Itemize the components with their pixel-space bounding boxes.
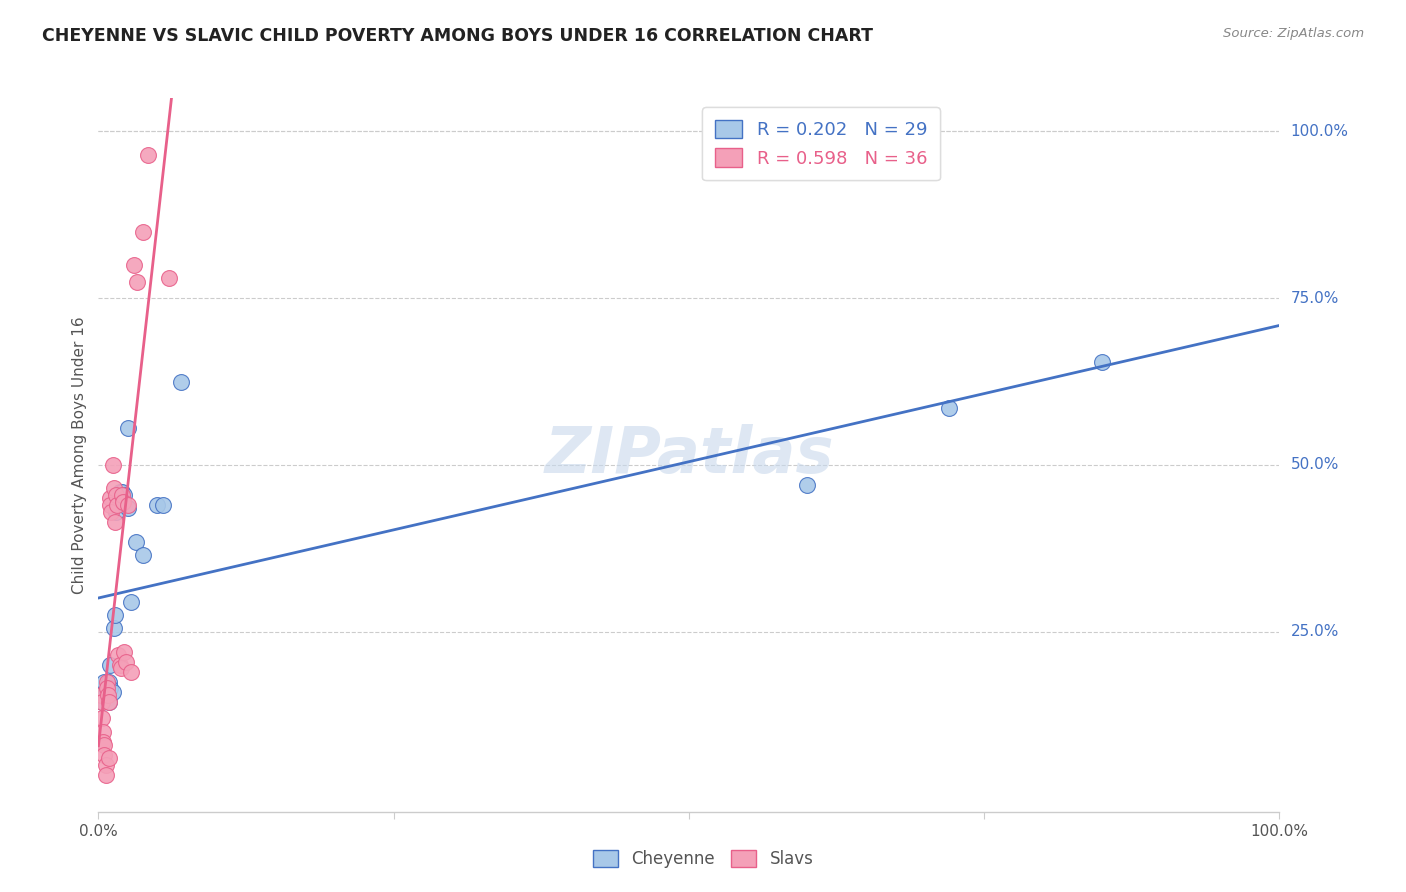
Point xyxy=(1091,354,1114,368)
Text: 50.0%: 50.0% xyxy=(1291,458,1339,473)
Point xyxy=(111,484,134,499)
Point xyxy=(104,607,127,622)
Point xyxy=(136,148,159,162)
Point xyxy=(91,695,114,709)
Point xyxy=(93,674,115,689)
Point xyxy=(101,458,124,472)
Text: 75.0%: 75.0% xyxy=(1291,291,1339,306)
Point xyxy=(938,401,960,416)
Text: CHEYENNE VS SLAVIC CHILD POVERTY AMONG BOYS UNDER 16 CORRELATION CHART: CHEYENNE VS SLAVIC CHILD POVERTY AMONG B… xyxy=(42,27,873,45)
Point xyxy=(98,498,121,512)
Point xyxy=(157,271,180,285)
Point xyxy=(96,674,118,689)
Point xyxy=(98,674,121,689)
Point xyxy=(101,684,124,698)
Point xyxy=(108,484,131,499)
Point xyxy=(94,768,117,782)
Point xyxy=(146,498,169,512)
Point xyxy=(121,665,143,679)
Point xyxy=(107,648,129,662)
Point xyxy=(98,695,121,709)
Point xyxy=(796,478,818,492)
Legend: R = 0.202   N = 29, R = 0.598   N = 36: R = 0.202 N = 29, R = 0.598 N = 36 xyxy=(703,107,939,180)
Point xyxy=(97,688,120,702)
Point xyxy=(91,695,114,709)
Point xyxy=(100,505,122,519)
Point xyxy=(105,505,128,519)
Point xyxy=(117,421,139,435)
Text: 100.0%: 100.0% xyxy=(1291,124,1348,139)
Y-axis label: Child Poverty Among Boys Under 16: Child Poverty Among Boys Under 16 xyxy=(72,316,87,594)
Point xyxy=(98,695,121,709)
Point xyxy=(111,488,134,502)
Point xyxy=(132,225,155,239)
Point xyxy=(91,688,114,702)
Point xyxy=(96,684,118,698)
Point xyxy=(90,688,112,702)
Point xyxy=(112,494,135,508)
Point xyxy=(96,681,118,696)
Point xyxy=(117,498,139,512)
Point xyxy=(170,375,193,389)
Text: 25.0%: 25.0% xyxy=(1291,624,1339,640)
Point xyxy=(127,275,149,289)
Text: ZIPatlas: ZIPatlas xyxy=(544,424,834,486)
Point xyxy=(122,258,145,272)
Point xyxy=(98,681,121,696)
Point xyxy=(112,645,135,659)
Point xyxy=(108,658,131,673)
Legend: Cheyenne, Slavs: Cheyenne, Slavs xyxy=(586,843,820,875)
Point xyxy=(98,751,121,765)
Point xyxy=(117,501,139,516)
Point xyxy=(91,711,114,725)
Point xyxy=(152,498,174,512)
Point xyxy=(91,734,114,748)
Point xyxy=(114,655,136,669)
Point xyxy=(121,594,143,608)
Point xyxy=(98,491,121,506)
Point xyxy=(98,658,121,673)
Point xyxy=(91,724,114,739)
Point xyxy=(97,691,120,706)
Point xyxy=(96,688,118,702)
Text: Source: ZipAtlas.com: Source: ZipAtlas.com xyxy=(1223,27,1364,40)
Point xyxy=(93,747,115,762)
Point xyxy=(125,534,148,549)
Point xyxy=(105,498,128,512)
Point xyxy=(110,661,132,675)
Point xyxy=(105,494,128,508)
Point xyxy=(94,758,117,772)
Point xyxy=(103,481,125,495)
Point xyxy=(105,488,128,502)
Point xyxy=(112,488,135,502)
Point xyxy=(93,738,115,752)
Point xyxy=(132,548,155,562)
Point xyxy=(103,621,125,635)
Point xyxy=(104,515,127,529)
